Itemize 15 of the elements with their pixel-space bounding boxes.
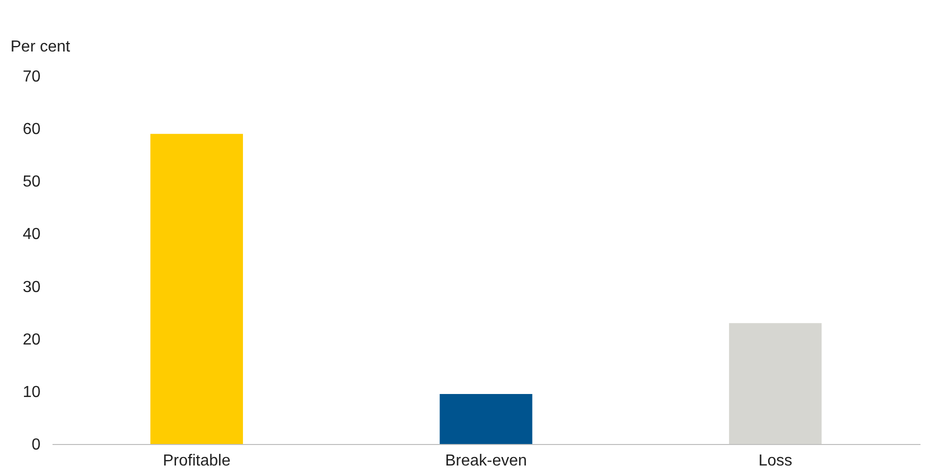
bar: [729, 323, 822, 444]
y-tick-label: 60: [22, 121, 41, 138]
y-axis-title: Per cent: [10, 38, 71, 56]
y-tick-label: 20: [22, 331, 41, 348]
y-tick-label: 30: [22, 278, 41, 296]
y-tick-label: 0: [32, 436, 41, 454]
y-tick-label: 40: [22, 226, 41, 244]
bar: [150, 134, 243, 444]
x-tick-label: Break-even: [445, 452, 527, 469]
x-tick-label: Loss: [758, 452, 792, 469]
x-tick-label: Profitable: [162, 452, 231, 469]
bar: [440, 394, 532, 444]
y-tick-label: 50: [22, 174, 41, 191]
y-tick-label: 70: [22, 68, 41, 86]
y-tick-label: 10: [22, 384, 41, 401]
